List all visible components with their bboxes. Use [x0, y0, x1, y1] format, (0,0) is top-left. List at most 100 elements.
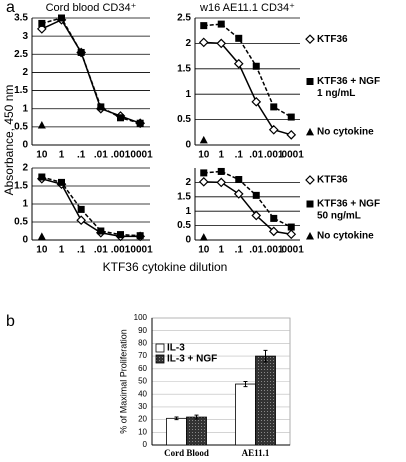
y-tick-label: 40 [138, 389, 147, 398]
marker [216, 38, 227, 49]
bar [255, 355, 276, 446]
marker [270, 103, 278, 111]
series-line [203, 170, 292, 228]
x-tick-label: 1 [218, 150, 224, 161]
legend-label: No cytokine [317, 126, 374, 137]
legend-label: KTF36 [317, 175, 348, 186]
marker [252, 62, 260, 70]
y-tick-label: 2 [22, 67, 28, 78]
marker [306, 200, 314, 208]
x-tick-label: AE11.1 [242, 448, 270, 458]
x-tick-label: 10 [36, 150, 48, 161]
marker [287, 223, 295, 231]
error-bar [263, 349, 268, 363]
marker [235, 176, 243, 184]
legend-label: 1 ng/mL [317, 88, 355, 99]
y-tick-label: 1 [22, 103, 28, 114]
x-tick-label: .01 [249, 150, 263, 161]
series-line [41, 176, 141, 237]
x-tick-label: 10 [198, 150, 210, 161]
error-bar [194, 414, 199, 420]
marker [287, 113, 295, 121]
legend-label: IL-3 + NGF [167, 354, 217, 365]
y-tick-label: 1.5 [177, 191, 191, 202]
y-tick-label: 60 [138, 364, 147, 373]
marker [117, 231, 124, 239]
y-tick-label: 1 [22, 199, 28, 210]
y-tick-label: 100 [134, 313, 148, 322]
y-tick-label: 2 [22, 163, 28, 174]
marker [136, 119, 144, 127]
y-tick-label: 0 [22, 140, 28, 151]
series-line [203, 181, 292, 235]
chart-title: w16 AE11.1 CD34⁺ [199, 2, 295, 14]
y-tick-label: 3.5 [14, 13, 28, 24]
marker [58, 14, 65, 22]
y-tick-label: 2 [185, 177, 191, 188]
y-tick-label: 2.5 [14, 49, 28, 60]
x-tick-label: .001 [264, 150, 284, 161]
x-tick-label: 10 [36, 245, 48, 256]
y-tick-label: 1 [185, 89, 191, 100]
marker [199, 233, 208, 241]
y-tick-label: 2 [185, 38, 191, 49]
x-tick-label: 1 [218, 245, 224, 256]
y-tick-label: 0.5 [14, 217, 28, 228]
legend-label: KTF36 + NGF [317, 76, 380, 87]
x-tick-label: .0001 [279, 150, 304, 161]
marker [252, 191, 260, 199]
bar [235, 383, 256, 446]
series-line [41, 17, 141, 124]
panel-label: b [6, 313, 15, 330]
y-tick-label: 0.5 [177, 220, 191, 231]
y-tick-label: 30 [138, 402, 147, 411]
marker [233, 58, 244, 69]
legend-swatch [155, 354, 165, 364]
bar [166, 417, 187, 446]
marker [199, 135, 208, 144]
x-tick-label: .0001 [279, 245, 304, 256]
y-tick-label: 1 [185, 206, 191, 217]
marker [268, 226, 279, 237]
legend-label: No cytokine [317, 231, 374, 242]
error-bar [243, 381, 248, 388]
marker [251, 210, 262, 221]
marker [306, 127, 314, 136]
y-tick-label: 0 [143, 440, 148, 449]
marker [251, 96, 262, 107]
legend-swatch [155, 343, 165, 353]
marker [117, 114, 124, 122]
x-tick-label: .1 [77, 245, 86, 256]
chart-title: Cord blood CD34⁺ [46, 2, 137, 14]
error-bar [174, 416, 179, 421]
legend-label: IL-3 [167, 343, 185, 354]
marker [38, 173, 46, 181]
panel-label: a [6, 0, 15, 16]
marker [136, 232, 144, 240]
marker [97, 227, 105, 235]
y-tick-label: 90 [138, 326, 147, 335]
x-axis-label: KTF36 cytokine dilution [103, 260, 228, 274]
y-tick-label: 80 [138, 339, 147, 348]
marker [305, 175, 315, 185]
marker [37, 121, 46, 129]
marker [77, 48, 85, 56]
y-tick-label: 1.5 [14, 181, 28, 192]
x-tick-label: .001 [264, 245, 284, 256]
marker [217, 20, 225, 28]
marker [76, 215, 87, 226]
y-tick-label: 0.5 [177, 114, 191, 125]
x-tick-label: .01 [94, 150, 108, 161]
y-tick-label: 2.5 [177, 13, 191, 24]
x-tick-label: 1 [59, 245, 65, 256]
series-line [41, 178, 141, 238]
marker [216, 177, 227, 188]
legend-label: KTF36 [317, 34, 348, 45]
x-tick-label: .1 [77, 150, 86, 161]
marker [306, 232, 314, 240]
marker [97, 103, 105, 111]
y-tick-label: 1.5 [14, 85, 28, 96]
series-line [203, 41, 292, 136]
x-tick-label: .001 [111, 150, 131, 161]
